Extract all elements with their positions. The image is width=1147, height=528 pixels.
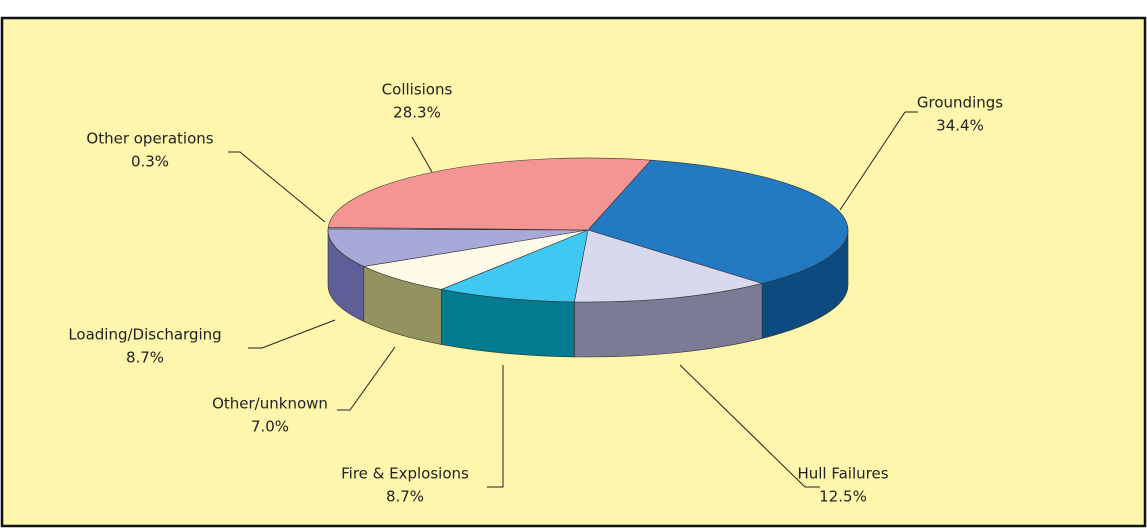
leader-line xyxy=(839,111,918,211)
leader-line xyxy=(487,365,504,488)
pie-slice xyxy=(440,229,589,303)
pie-slice xyxy=(327,228,589,267)
value-label: 28.3% xyxy=(393,104,441,122)
value-label: 0.3% xyxy=(131,153,169,171)
pie-slice xyxy=(573,229,764,303)
slice-label: Fire & Explosions xyxy=(341,465,469,483)
value-label: 8.7% xyxy=(126,349,164,367)
slice-label: Other/unknown xyxy=(212,395,328,413)
pie-slice xyxy=(362,229,589,290)
value-label: 7.0% xyxy=(251,418,289,436)
leader-line xyxy=(248,319,336,349)
leader-line xyxy=(337,346,396,411)
slice-label: Loading/Discharging xyxy=(68,326,221,344)
slice-label: Groundings xyxy=(917,94,1003,112)
slice-label: Hull Failures xyxy=(797,465,888,483)
slice-label: Collisions xyxy=(382,81,453,99)
leader-line xyxy=(228,151,326,223)
leader-line xyxy=(679,364,820,488)
leader-line xyxy=(411,136,433,173)
pie-slice xyxy=(327,157,652,231)
value-label: 8.7% xyxy=(386,488,424,506)
pie-slice xyxy=(587,159,849,284)
value-label: 12.5% xyxy=(819,488,867,506)
slice-label: Other operations xyxy=(86,130,213,148)
value-label: 34.4% xyxy=(936,117,984,135)
